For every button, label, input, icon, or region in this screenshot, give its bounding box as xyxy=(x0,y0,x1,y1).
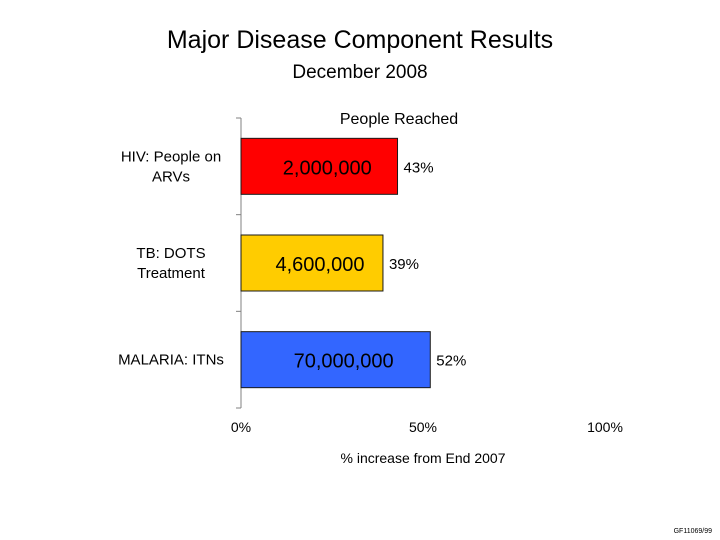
footer-code: GF11069/99 xyxy=(673,528,712,535)
slide-subtitle: December 2008 xyxy=(292,62,428,83)
bar xyxy=(240,331,431,389)
bar-value-label: 43% xyxy=(404,159,434,176)
x-axis-label: % increase from End 2007 xyxy=(341,450,506,466)
category-label: MALARIA: ITNs xyxy=(118,352,224,369)
bar xyxy=(240,137,399,195)
x-tick-label: 100% xyxy=(587,419,623,435)
bar xyxy=(240,234,384,292)
category-label: TB: DOTS Treatment xyxy=(136,245,205,282)
x-tick-label: 50% xyxy=(409,419,437,435)
chart-title: People Reached xyxy=(340,111,458,128)
category-label: HIV: People on ARVs xyxy=(121,148,221,185)
bar-people-label: 70,000,000 xyxy=(294,351,394,373)
bar-value-label: 52% xyxy=(436,353,466,370)
bar-people-label: 4,600,000 xyxy=(275,254,364,276)
slide-title: Major Disease Component Results xyxy=(166,26,554,54)
x-tick-label: 0% xyxy=(231,419,251,435)
bar-value-label: 39% xyxy=(389,256,419,273)
bar-people-label: 2,000,000 xyxy=(283,157,372,179)
